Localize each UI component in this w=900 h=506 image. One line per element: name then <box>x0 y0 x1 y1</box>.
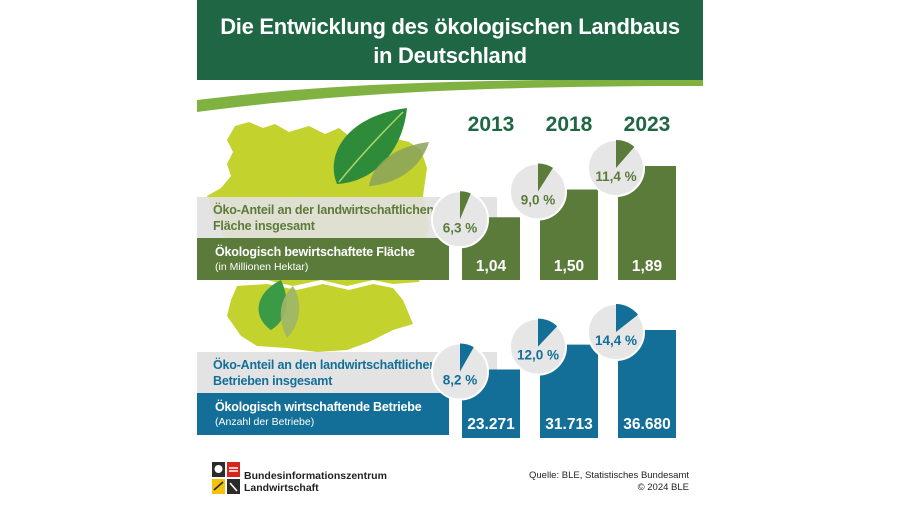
org-name-line-1: Bundesinformationszentrum <box>244 470 387 482</box>
farms-bar-value-2023: 36.680 <box>623 416 670 433</box>
area-pie-slice-2018 <box>538 163 553 192</box>
farms-bar-value-2018: 31.713 <box>545 416 593 433</box>
farms-pie-slice-2023 <box>616 303 639 332</box>
farms-bar-value-2013: 23.271 <box>467 416 515 433</box>
area-share-label-1: Öko-Anteil an der landwirtschaftlichen <box>213 203 434 217</box>
leaf-small-icon <box>258 280 300 338</box>
source-note: Quelle: BLE, Statistisches Bundesamt © 2… <box>529 470 689 494</box>
area-bar-value-2023: 1,89 <box>632 258 663 275</box>
area-bar-label: Ökologisch bewirtschaftete Fläche <box>215 245 415 259</box>
farms-bar-sublabel: (Anzahl der Betriebe) <box>215 416 315 428</box>
farms-pie-slice-2018 <box>538 318 558 347</box>
year-label-2018: 2018 <box>546 113 593 136</box>
title-line-2: in Deutschland <box>373 43 527 68</box>
farms-bar-label: Ökologisch wirtschaftende Betriebe <box>215 400 422 414</box>
farms-pie-label-2018: 12,0 % <box>517 348 559 363</box>
area-pie-label-2023: 11,4 % <box>595 169 636 184</box>
area-bar-band <box>197 238 449 280</box>
year-label-2013: 2013 <box>468 113 515 136</box>
org-name: Bundesinformationszentrum Landwirtschaft <box>244 470 387 494</box>
farms-share-label-2: Betrieben insgesamt <box>213 374 333 388</box>
farms-bar-band <box>197 393 449 435</box>
header-band <box>197 0 703 80</box>
title-line-1: Die Entwicklung des ökologischen Landbau… <box>220 14 680 39</box>
farms-pie-slice-2013 <box>460 343 474 372</box>
org-name-line-2: Landwirtschaft <box>244 482 319 494</box>
farms-pie-label-2023: 14,4 % <box>595 333 637 348</box>
area-share-label-2: Fläche insgesamt <box>213 219 315 233</box>
chart-area: 2013 2018 2023 1,04 6,3 % 1,50 9,0 % 1,89 11,4 %… <box>431 113 676 438</box>
area-bar-value-2013: 1,04 <box>476 258 507 275</box>
area-bar-sublabel: (in Millionen Hektar) <box>215 261 309 273</box>
farms-pie-label-2013: 8,2 % <box>443 372 478 387</box>
area-pie-slice-2023 <box>616 140 635 168</box>
year-label-2023: 2023 <box>624 113 671 136</box>
infographic-card: Die Entwicklung des ökologischen Landbau… <box>197 0 703 506</box>
header-swoosh-light <box>197 86 703 122</box>
header-swoosh <box>197 79 703 118</box>
copyright-text: © 2024 BLE <box>637 482 689 493</box>
farms-share-label-1: Öko-Anteil an den landwirtschaftlichen <box>213 358 437 372</box>
area-pie-label-2013: 6,3 % <box>443 220 478 235</box>
area-bar-value-2018: 1,50 <box>554 258 584 275</box>
area-pie-label-2018: 9,0 % <box>521 193 556 208</box>
leaf-large-icon <box>333 108 429 186</box>
area-pie-slice-2013 <box>460 191 471 220</box>
source-text: Quelle: BLE, Statistisches Bundesamt <box>529 470 689 481</box>
ble-logo-icon <box>212 462 240 494</box>
